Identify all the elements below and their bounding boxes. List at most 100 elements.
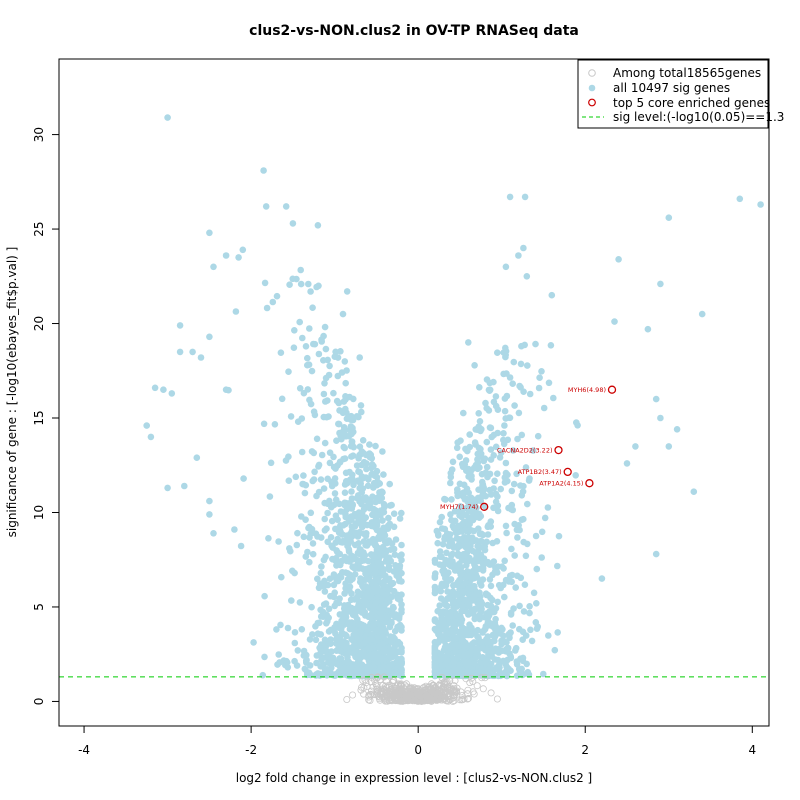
sig-gene-point [273,626,280,633]
sig-gene-point [333,635,340,643]
sig-gene-point [326,459,334,467]
sig-gene-point [448,466,456,473]
nonsig-gene-point [367,691,375,699]
sig-gene-point [389,648,397,655]
sig-gene-point [331,490,339,497]
sig-gene-point [301,489,309,497]
sig-gene-point [363,460,370,467]
sig-gene-point [518,431,526,439]
sig-gene-point [331,589,339,596]
sig-gene-point [396,577,403,585]
sig-gene-point [386,554,393,561]
sig-gene-point [347,423,355,430]
sig-gene-point [665,214,673,221]
sig-gene-point [320,583,328,590]
sig-gene-point [431,638,439,646]
sig-gene-point [514,534,521,541]
core-gene-point [554,445,563,455]
sig-gene-point [457,571,465,578]
sig-gene-point [526,390,534,398]
sig-gene-point [472,441,479,448]
sig-gene-point [487,446,495,453]
sig-gene-point [506,193,514,201]
sig-gene-point [517,655,524,662]
sig-gene-point [477,638,485,645]
sig-gene-point [318,563,325,570]
sig-gene-point [390,510,398,517]
nonsig-gene-point [413,688,421,696]
sig-gene-point [379,655,386,663]
sig-gene-point [332,348,339,356]
sig-gene-point [470,639,478,646]
sig-gene-point [482,399,489,407]
sig-gene-point [439,561,447,569]
sig-gene-point [235,254,242,261]
nonsig-gene-point [468,674,476,682]
nonsig-gene-point [438,674,446,682]
nonsig-gene-point [434,694,442,702]
sig-gene-point [372,654,380,662]
nonsig-gene-point [428,697,436,705]
sig-gene-point [528,637,536,645]
nonsig-gene-point [413,695,421,703]
sig-gene-point [521,581,529,588]
sig-gene-point [431,644,439,651]
sig-gene-point [520,244,527,252]
sig-gene-point [478,538,486,545]
sig-gene-point [160,386,167,394]
sig-gene-point [501,557,509,565]
sig-gene-point [456,480,464,488]
sig-gene-point [260,167,267,174]
sig-gene-point [307,509,315,517]
nonsig-gene-point [397,680,405,688]
sig-gene-point [263,304,271,312]
sig-gene-point [358,500,365,508]
sig-gene-point [386,652,394,660]
sig-gene-point [511,552,518,559]
sig-gene-point [340,455,347,463]
sig-gene-point [232,308,240,315]
sig-gene-point [436,602,444,609]
sig-gene-point [376,609,384,617]
sig-gene-point [486,424,494,431]
sig-gene-point [366,612,374,619]
sig-gene-point [197,354,205,361]
nonsig-gene-point [457,688,465,696]
sig-gene-point [474,542,481,550]
sig-gene-point [452,635,459,642]
sig-gene-point [490,452,498,459]
sig-gene-point [502,522,510,530]
core-gene-point [607,385,617,394]
sig-gene-point [442,582,450,589]
sig-gene-point [324,638,332,645]
sig-gene-point [520,671,527,678]
sig-gene-point [491,633,499,640]
sig-gene-point [287,413,295,420]
sig-gene-point [354,653,362,660]
sig-gene-point [306,325,313,332]
sig-gene-point [335,528,343,536]
sig-gene-point [308,603,315,611]
legend-label-core: top 5 core enriched genes [613,96,770,110]
sig-gene-point [296,318,304,326]
sig-gene-point [431,559,439,566]
legend-box [577,59,769,129]
sig-gene-point [374,559,382,566]
sig-gene-point [351,564,359,571]
sig-gene-point [340,426,348,434]
sig-gene-point [494,470,501,478]
nonsig-gene-point [379,681,387,689]
sig-gene-point [358,473,366,480]
sig-gene-point [472,550,480,557]
sig-gene-point [328,478,335,486]
sig-gene-point [375,548,383,556]
sig-gene-point [240,475,247,482]
sig-gene-point [366,453,374,461]
sig-gene-point [303,659,310,666]
sig-gene-point [489,571,496,579]
sig-gene-point [384,618,392,626]
sig-gene-point [736,195,744,203]
sig-gene-point [398,606,405,613]
sig-gene-point [291,639,299,647]
sig-gene-point [431,583,439,591]
